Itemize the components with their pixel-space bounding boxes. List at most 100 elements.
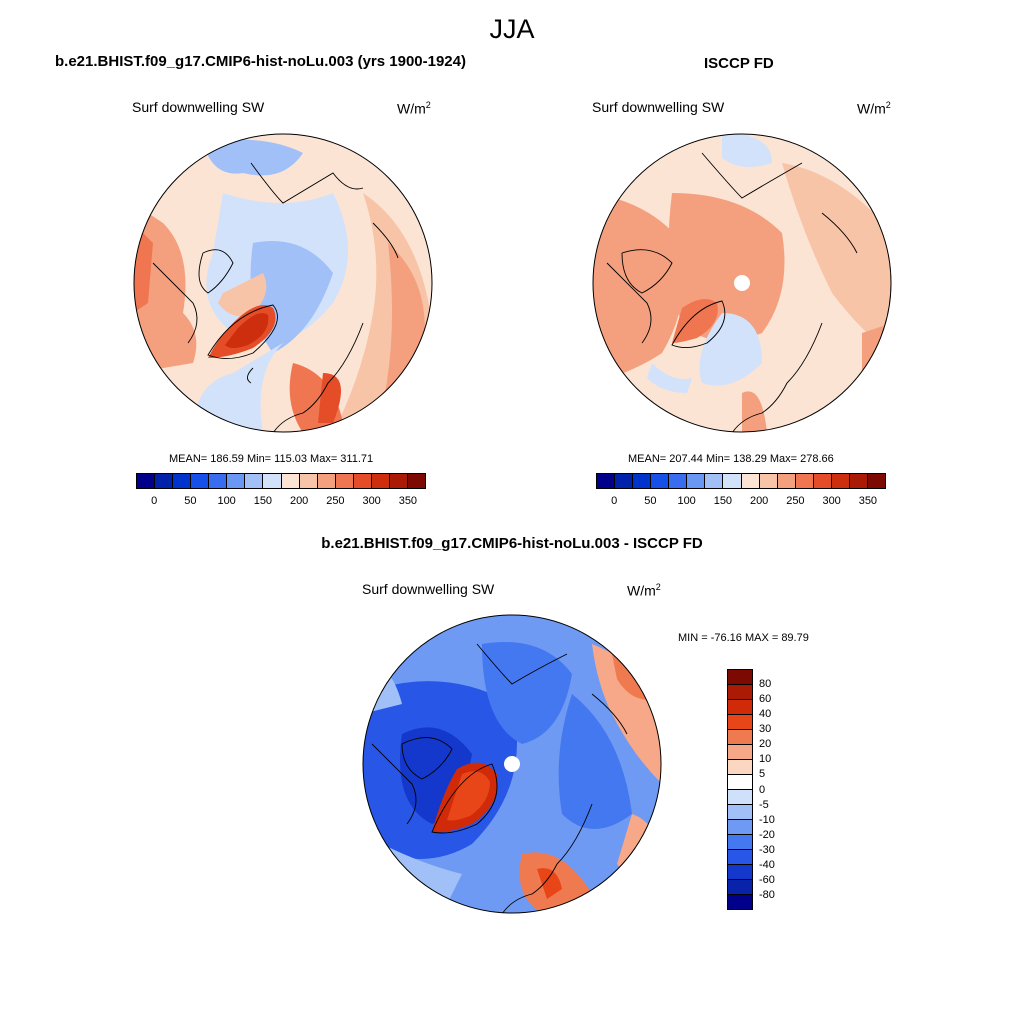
colorbar-tick-label: 200 <box>289 495 309 507</box>
panel3-units: W/m2 <box>627 582 661 599</box>
colorbar-tick-label: 0 <box>611 495 618 507</box>
colorbar-swatch <box>705 474 724 488</box>
panel1-variable-label: Surf downwelling SW <box>132 99 265 115</box>
colorbar-swatch <box>795 474 814 488</box>
panel3-minmax: MIN = -76.16 MAX = 89.79 <box>678 632 809 644</box>
colorbar-swatch <box>867 474 885 488</box>
colorbar-swatch <box>728 835 752 850</box>
colorbar-tick-label: 0 <box>759 783 766 796</box>
colorbar-swatch <box>728 760 752 775</box>
colorbar-tick-label: 250 <box>786 495 805 507</box>
colorbar-swatch <box>728 850 752 865</box>
colorbar-swatch <box>728 805 752 820</box>
colorbar-swatch <box>728 685 752 700</box>
panel1-polar-map <box>133 133 433 433</box>
colorbar-tick-label: 150 <box>253 495 273 507</box>
colorbar-tick-label: 350 <box>858 495 878 507</box>
colorbar-tick-label: 40 <box>759 708 772 721</box>
panel2-units-base: W/m <box>857 100 886 117</box>
colorbar-swatch <box>389 474 408 488</box>
panel3-colorbar <box>727 669 753 910</box>
colorbar-swatch <box>335 474 354 488</box>
colorbar-swatch <box>728 820 752 835</box>
colorbar-swatch <box>728 730 752 745</box>
colorbar-swatch <box>245 474 264 488</box>
colorbar-tick-label: -20 <box>759 828 775 841</box>
panel2-title: ISCCP FD <box>704 55 774 72</box>
colorbar-swatch <box>728 700 752 715</box>
panel1-colorbar <box>136 473 426 489</box>
colorbar-tick-label: 250 <box>326 495 345 507</box>
panel2-units: W/m2 <box>857 100 891 117</box>
colorbar-swatch <box>615 474 634 488</box>
colorbar-swatch <box>597 474 616 488</box>
colorbar-tick-label: 150 <box>713 495 733 507</box>
figure-title: JJA <box>489 14 535 44</box>
panel3-variable-label: Surf downwelling SW <box>362 581 495 597</box>
colorbar-swatch <box>849 474 868 488</box>
panel2-polar-map <box>592 133 892 433</box>
colorbar-tick-label: 60 <box>759 693 772 706</box>
colorbar-swatch <box>281 474 300 488</box>
colorbar-swatch <box>728 790 752 805</box>
colorbar-swatch <box>728 895 752 909</box>
colorbar-swatch <box>173 474 192 488</box>
colorbar-tick-label: 100 <box>677 495 696 507</box>
colorbar-tick-label: -5 <box>759 798 769 811</box>
colorbar-swatch <box>651 474 670 488</box>
colorbar-tick-label: 30 <box>759 723 772 736</box>
colorbar-swatch <box>723 474 742 488</box>
panel2-colorbar <box>596 473 886 489</box>
panel2-units-exponent: 2 <box>885 100 891 110</box>
colorbar-tick-label: -10 <box>759 813 775 826</box>
colorbar-swatch <box>728 880 752 895</box>
panel3-title: b.e21.BHIST.f09_g17.CMIP6-hist-noLu.003 … <box>321 535 703 552</box>
colorbar-tick-label: -60 <box>759 873 775 886</box>
colorbar-swatch <box>777 474 796 488</box>
panel2-stats: MEAN= 207.44 Min= 138.29 Max= 278.66 <box>628 453 834 465</box>
colorbar-swatch <box>728 715 752 730</box>
panel1-units: W/m2 <box>397 100 431 117</box>
colorbar-swatch <box>371 474 390 488</box>
colorbar-swatch <box>728 745 752 760</box>
colorbar-tick-label: 50 <box>644 495 657 507</box>
colorbar-tick-label: 80 <box>759 678 772 691</box>
colorbar-swatch <box>728 670 752 685</box>
colorbar-swatch <box>407 474 425 488</box>
colorbar-swatch <box>687 474 706 488</box>
colorbar-tick-label: 10 <box>759 753 772 766</box>
colorbar-swatch <box>299 474 318 488</box>
colorbar-swatch <box>741 474 760 488</box>
colorbar-tick-label: -40 <box>759 858 775 871</box>
colorbar-swatch <box>155 474 174 488</box>
colorbar-tick-label: 5 <box>759 768 766 781</box>
colorbar-swatch <box>209 474 228 488</box>
colorbar-swatch <box>669 474 688 488</box>
colorbar-swatch <box>759 474 778 488</box>
panel1-title: b.e21.BHIST.f09_g17.CMIP6-hist-noLu.003 … <box>55 53 466 70</box>
panel3-units-base: W/m <box>627 582 656 599</box>
colorbar-tick-label: 300 <box>822 495 841 507</box>
colorbar-swatch <box>353 474 372 488</box>
colorbar-swatch <box>813 474 832 488</box>
colorbar-tick-label: 300 <box>362 495 381 507</box>
colorbar-swatch <box>263 474 282 488</box>
colorbar-tick-label: 20 <box>759 738 772 751</box>
colorbar-tick-label: 0 <box>151 495 158 507</box>
colorbar-tick-label: -80 <box>759 888 775 901</box>
panel3-polar-map <box>362 614 662 914</box>
colorbar-swatch <box>137 474 156 488</box>
panel2-variable-label: Surf downwelling SW <box>592 99 725 115</box>
panel1-units-exponent: 2 <box>425 100 431 110</box>
colorbar-swatch <box>728 775 752 790</box>
colorbar-tick-label: 100 <box>217 495 236 507</box>
colorbar-tick-label: 50 <box>184 495 197 507</box>
colorbar-tick-label: -30 <box>759 843 775 856</box>
colorbar-tick-label: 200 <box>749 495 769 507</box>
colorbar-swatch <box>831 474 850 488</box>
panel1-units-base: W/m <box>397 100 426 117</box>
colorbar-swatch <box>191 474 210 488</box>
colorbar-swatch <box>227 474 246 488</box>
colorbar-tick-label: 350 <box>398 495 418 507</box>
colorbar-swatch <box>728 865 752 880</box>
